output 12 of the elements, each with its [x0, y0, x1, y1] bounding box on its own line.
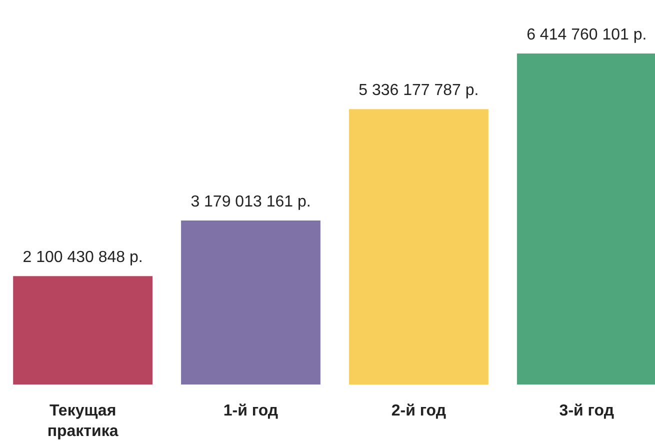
bar	[516, 53, 655, 384]
data-label: 2 100 430 848 р.	[22, 249, 143, 266]
data-label: 3 179 013 161 р.	[190, 193, 311, 210]
data-label: 5 336 177 787 р.	[358, 82, 479, 100]
x-tick-label: 2-й год	[391, 402, 446, 420]
bar	[181, 220, 320, 384]
x-tick-label: 1-й год	[223, 402, 278, 420]
x-tick-label: Текущая практика	[47, 402, 118, 440]
bar	[13, 276, 152, 384]
x-tick-label: 3-й год	[559, 402, 614, 420]
bar	[348, 109, 488, 384]
data-label: 6 414 760 101 р.	[526, 26, 647, 44]
